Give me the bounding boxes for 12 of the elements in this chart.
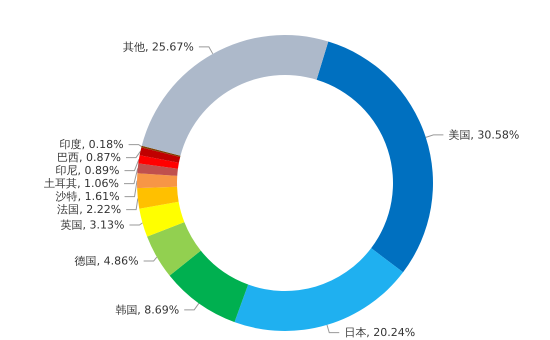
slice-label: 其他, 25.67%: [122, 40, 194, 54]
slice-label: 日本, 20.24%: [344, 326, 416, 340]
slice-label: 土耳其, 1.06%: [44, 177, 119, 190]
slice-label: 英国, 3.13%: [60, 218, 124, 232]
slice-label: 印尼, 0.89%: [56, 164, 120, 178]
slice-label: 沙特, 1.61%: [56, 190, 120, 204]
slice-label: 印度, 0.18%: [60, 138, 124, 152]
slice-label: 巴西, 0.87%: [57, 151, 121, 164]
slice-label: 美国, 30.58%: [448, 128, 520, 142]
slice-label: 韩国, 8.69%: [115, 303, 180, 316]
slice-label: 德国, 4.86%: [74, 254, 139, 268]
slice-label: 法国, 2.22%: [57, 203, 122, 216]
